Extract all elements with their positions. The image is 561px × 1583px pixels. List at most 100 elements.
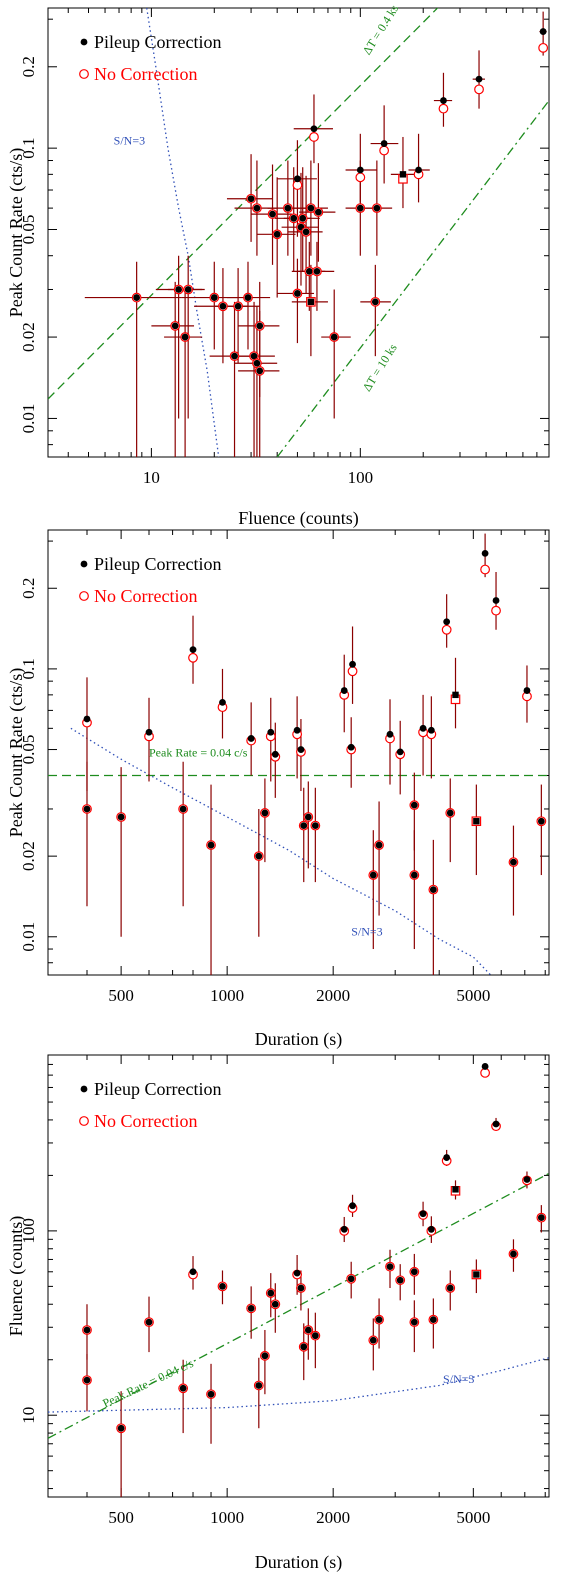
- no-correction-point: [438, 103, 449, 114]
- pileup-correction-point: [475, 75, 483, 83]
- pileup-correction-point: [304, 1326, 312, 1334]
- pileup-correction-point: [179, 805, 187, 813]
- pileup-correction-point: [271, 1300, 279, 1308]
- pileup-correction-point: [145, 728, 153, 736]
- pileup-correction-point: [427, 1225, 435, 1233]
- legend-label-nocorr: No Correction: [94, 1111, 197, 1131]
- pileup-correction-point: [443, 618, 451, 626]
- plot-frame: [47, 529, 550, 976]
- pileup-correction-point: [234, 302, 242, 310]
- plot-frame: [47, 1054, 550, 1498]
- plot-area: [48, 533, 549, 975]
- pileup-correction-point: [117, 813, 125, 821]
- pileup-correction-point: [179, 1384, 187, 1392]
- pileup-correction-point: [375, 841, 383, 849]
- pileup-correction-point: [293, 1269, 301, 1277]
- no-correction-point: [480, 564, 491, 575]
- pileup-correction-point: [415, 166, 422, 174]
- pileup-correction-point: [305, 267, 313, 275]
- pileup-correction-point: [171, 322, 179, 330]
- curve-annotation: Peak Rate = 0.04 c/s: [100, 1356, 195, 1410]
- pileup-correction-point: [419, 724, 427, 732]
- x-tick-label: 5000: [456, 986, 490, 1005]
- y-tick-label: 0.01: [19, 404, 38, 434]
- pileup-correction-point: [523, 1176, 531, 1183]
- pileup-correction-point: [311, 1332, 319, 1340]
- pileup-correction-point: [311, 822, 319, 830]
- pileup-correction-point: [184, 286, 192, 293]
- pileup-correction-point: [83, 1326, 91, 1334]
- pileup-correction-point: [294, 175, 301, 183]
- y-tick-label: 0.05: [19, 215, 38, 245]
- y-tick-label: 10: [19, 1407, 38, 1424]
- pileup-correction-point: [219, 698, 226, 706]
- pileup-correction-point: [310, 125, 318, 133]
- legend-marker-pileup: [80, 560, 88, 568]
- legend-marker-pileup: [80, 38, 88, 46]
- pileup-correction-point: [253, 204, 261, 212]
- pileup-correction-point: [271, 750, 279, 758]
- pileup-correction-point: [269, 210, 276, 218]
- reference-curve-dashdot: [276, 100, 549, 457]
- pileup-correction-point: [440, 97, 447, 104]
- pileup-correction-point: [181, 333, 189, 341]
- pileup-correction-point: [369, 871, 377, 879]
- y-tick-label: 0.2: [19, 578, 38, 599]
- pileup-correction-point: [297, 1284, 305, 1292]
- y-tick-label: 100: [19, 1218, 38, 1244]
- plot-frame: [47, 7, 550, 458]
- pileup-correction-point: [261, 809, 269, 817]
- pileup-correction-point: [261, 1352, 269, 1360]
- chart-panel-2: 500 1000 2000 5000 0.01 0.02 0.05 0.1 0.2 Duratio…: [6, 529, 550, 1050]
- legend-label-nocorr: No Correction: [94, 586, 197, 606]
- x-tick-label: 1000: [210, 986, 244, 1005]
- pileup-correction-point: [356, 166, 364, 174]
- x-tick-label: 2000: [316, 986, 350, 1005]
- reference-curve-dotted: [146, 8, 220, 457]
- legend-marker-pileup: [80, 1085, 88, 1093]
- pileup-correction-point: [452, 1186, 459, 1193]
- pileup-correction-point: [537, 1214, 545, 1222]
- pileup-correction-point: [207, 841, 215, 849]
- pileup-correction-point: [481, 549, 489, 557]
- pileup-correction-point: [267, 1289, 275, 1297]
- pileup-correction-point: [175, 286, 183, 293]
- pileup-correction-point: [347, 1275, 355, 1283]
- y-tick-label: 0.1: [19, 658, 38, 679]
- reference-curve-dotted: [70, 727, 492, 975]
- pileup-correction-point: [347, 743, 355, 751]
- curve-annotation: ΔT = 10 ks: [360, 341, 400, 394]
- pileup-correction-point: [419, 1210, 427, 1218]
- pileup-correction-point: [369, 1336, 377, 1344]
- pileup-correction-point: [83, 805, 91, 813]
- pileup-correction-point: [523, 687, 531, 694]
- pileup-correction-point: [297, 746, 305, 753]
- pileup-correction-point: [256, 322, 264, 330]
- pileup-correction-point: [307, 298, 315, 306]
- pileup-correction-point: [510, 1250, 517, 1258]
- pileup-correction-point: [340, 687, 348, 694]
- y-tick-label: 0.2: [19, 56, 38, 77]
- pileup-correction-point: [255, 1382, 263, 1389]
- pileup-correction-point: [247, 735, 255, 742]
- x-tick-label: 500: [108, 986, 134, 1005]
- plot-area: [48, 1063, 549, 1497]
- pileup-correction-point: [255, 852, 263, 860]
- no-correction-point: [309, 132, 319, 142]
- x-tick-label: 10: [143, 468, 160, 487]
- pileup-correction-point: [492, 597, 500, 604]
- pileup-correction-point: [380, 140, 388, 147]
- y-tick-label: 0.02: [19, 841, 38, 871]
- pileup-correction-point: [253, 359, 261, 367]
- pileup-correction-point: [492, 1120, 500, 1128]
- pileup-correction-point: [481, 1063, 489, 1070]
- curve-annotation: Peak Rate = 0.04 c/s: [149, 746, 248, 760]
- pileup-correction-point: [219, 1282, 226, 1290]
- pileup-correction-point: [307, 204, 315, 212]
- pileup-correction-point: [219, 302, 227, 310]
- pileup-correction-point: [210, 294, 218, 301]
- pileup-correction-point: [452, 691, 459, 699]
- pileup-correction-point: [133, 294, 141, 301]
- pileup-correction-point: [446, 1284, 454, 1292]
- pileup-correction-point: [267, 728, 275, 736]
